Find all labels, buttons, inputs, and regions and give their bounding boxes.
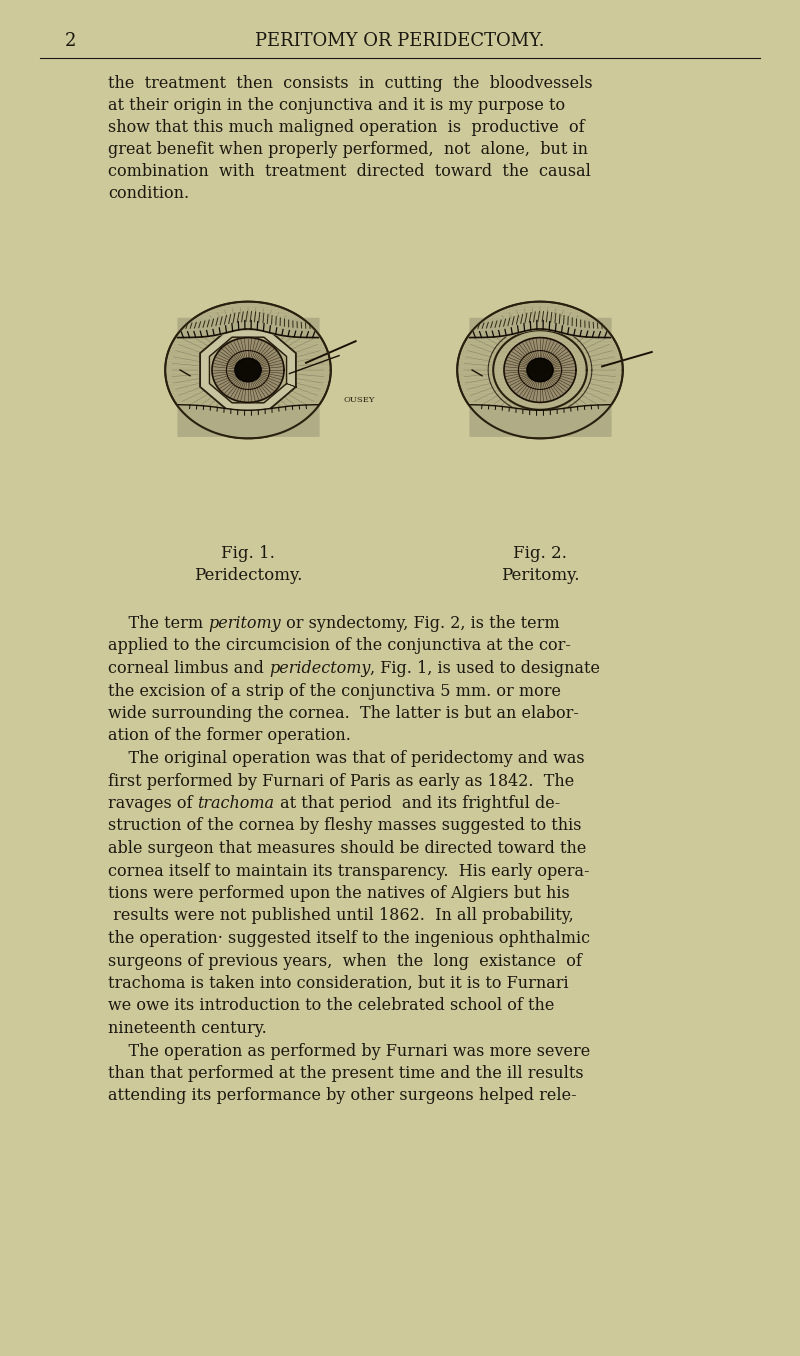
- Polygon shape: [235, 358, 261, 381]
- Text: the operation· suggested itself to the ingenious ophthalmic: the operation· suggested itself to the i…: [108, 930, 590, 946]
- Text: , Fig. 1, is used to designate: , Fig. 1, is used to designate: [370, 660, 600, 677]
- Text: peridectomy: peridectomy: [269, 660, 370, 677]
- Text: Fig. 2.: Fig. 2.: [513, 545, 567, 561]
- Text: surgeons of previous years,  when  the  long  existance  of: surgeons of previous years, when the lon…: [108, 952, 582, 970]
- Polygon shape: [504, 338, 576, 403]
- Text: first performed by Furnari of Paris as early as 1842.  The: first performed by Furnari of Paris as e…: [108, 773, 574, 789]
- Text: show that this much maligned operation  is  productive  of: show that this much maligned operation i…: [108, 119, 585, 136]
- Text: cornea itself to maintain its transparency.  His early opera-: cornea itself to maintain its transparen…: [108, 862, 590, 880]
- Text: PERITOMY OR PERIDECTOMY.: PERITOMY OR PERIDECTOMY.: [255, 33, 545, 50]
- Text: nineteenth century.: nineteenth century.: [108, 1020, 266, 1037]
- Polygon shape: [527, 358, 553, 381]
- Text: corneal limbus and: corneal limbus and: [108, 660, 269, 677]
- Text: great benefit when properly performed,  not  alone,  but in: great benefit when properly performed, n…: [108, 141, 588, 159]
- Text: ravages of: ravages of: [108, 795, 198, 812]
- Text: struction of the cornea by fleshy masses suggested to this: struction of the cornea by fleshy masses…: [108, 818, 582, 834]
- Text: 2: 2: [65, 33, 76, 50]
- Polygon shape: [200, 330, 296, 411]
- Text: wide surrounding the cornea.  The latter is but an elabor-: wide surrounding the cornea. The latter …: [108, 705, 579, 721]
- Text: ation of the former operation.: ation of the former operation.: [108, 728, 351, 744]
- Text: condition.: condition.: [108, 184, 189, 202]
- Text: Fig. 1.: Fig. 1.: [221, 545, 275, 561]
- Text: The original operation was that of peridectomy and was: The original operation was that of perid…: [108, 750, 585, 767]
- Text: The operation as performed by Furnari was more severe: The operation as performed by Furnari wa…: [108, 1043, 590, 1059]
- Text: applied to the circumcision of the conjunctiva at the cor-: applied to the circumcision of the conju…: [108, 637, 571, 655]
- Text: tions were performed upon the natives of Algiers but his: tions were performed upon the natives of…: [108, 885, 570, 902]
- Text: attending its performance by other surgeons helped rele-: attending its performance by other surge…: [108, 1088, 577, 1105]
- Text: the excision of a strip of the conjunctiva 5 mm. or more: the excision of a strip of the conjuncti…: [108, 682, 561, 700]
- Text: combination  with  treatment  directed  toward  the  causal: combination with treatment directed towa…: [108, 163, 591, 180]
- Polygon shape: [166, 301, 331, 438]
- Text: OUSEY: OUSEY: [343, 396, 374, 404]
- Text: Peridectomy.: Peridectomy.: [194, 567, 302, 584]
- Text: at that period  and its frightful de-: at that period and its frightful de-: [274, 795, 560, 812]
- Text: trachoma is taken into consideration, but it is to Furnari: trachoma is taken into consideration, bu…: [108, 975, 569, 993]
- Text: than that performed at the present time and the ill results: than that performed at the present time …: [108, 1064, 584, 1082]
- Text: results were not published until 1862.  In all probability,: results were not published until 1862. I…: [108, 907, 574, 925]
- Text: or syndectomy, Fig. 2, is the term: or syndectomy, Fig. 2, is the term: [281, 616, 559, 632]
- Text: able surgeon that measures should be directed toward the: able surgeon that measures should be dir…: [108, 839, 586, 857]
- Text: peritomy: peritomy: [208, 616, 281, 632]
- Text: Peritomy.: Peritomy.: [501, 567, 579, 584]
- Polygon shape: [458, 301, 622, 438]
- Text: The term: The term: [108, 616, 208, 632]
- Polygon shape: [212, 338, 284, 403]
- Text: the  treatment  then  consists  in  cutting  the  bloodvessels: the treatment then consists in cutting t…: [108, 75, 593, 92]
- Text: we owe its introduction to the celebrated school of the: we owe its introduction to the celebrate…: [108, 998, 554, 1014]
- Text: trachoma: trachoma: [198, 795, 274, 812]
- Text: at their origin in the conjunctiva and it is my purpose to: at their origin in the conjunctiva and i…: [108, 98, 565, 114]
